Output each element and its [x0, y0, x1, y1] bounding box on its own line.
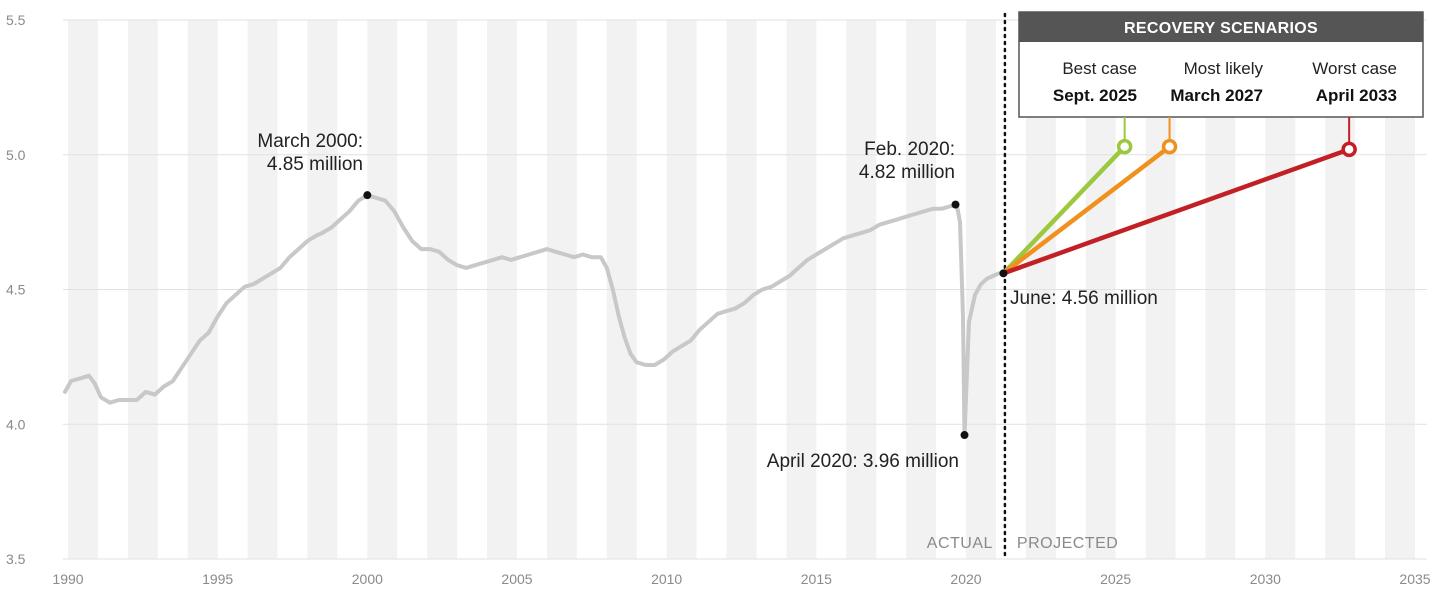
annotation-layer: March 2000:4.85 million Feb. 2020:4.82 mi…: [257, 131, 1158, 472]
actual-projected-divider: ACTUAL PROJECTED: [927, 12, 1118, 561]
scenarios-box-header: [1019, 12, 1423, 42]
projection-line: [1001, 147, 1352, 276]
actual-label: ACTUAL: [927, 535, 993, 552]
projection-layer: [1001, 138, 1357, 276]
projection-line: [1001, 144, 1127, 276]
annotation-point: [999, 269, 1008, 278]
scenario-label: Worst case: [1312, 59, 1397, 78]
x-tick-label: 1990: [52, 571, 83, 587]
series-layer: [63, 193, 1006, 437]
x-tick-label: 2005: [501, 571, 532, 587]
annotation-point: [960, 431, 969, 440]
series-line: [63, 193, 1006, 437]
y-tick-label: 5.0: [6, 147, 26, 163]
y-tick-label: 3.5: [6, 551, 26, 567]
x-tick-label: 2015: [801, 571, 832, 587]
recovery-scenarios-box: RECOVERY SCENARIOS Best case Sept. 2025 Mos…: [1018, 11, 1424, 144]
scenario-date: April 2033: [1316, 86, 1397, 105]
projection-endpoint: [1161, 138, 1178, 155]
scenario-label: Best case: [1062, 59, 1137, 78]
y-tick-label: 4.0: [6, 416, 26, 432]
scenario-date: Sept. 2025: [1053, 86, 1137, 105]
annotation-point: [363, 191, 372, 200]
annotation-text: Feb. 2020:: [864, 139, 955, 160]
projected-label: PROJECTED: [1017, 535, 1118, 552]
x-tick-label: 2030: [1250, 571, 1281, 587]
y-tick-label: 5.5: [6, 12, 26, 28]
y-tick-label: 4.5: [6, 282, 26, 298]
x-tick-label: 1995: [202, 571, 233, 587]
x-tick-label: 2025: [1100, 571, 1131, 587]
annotation-point: [951, 200, 960, 209]
annotation-text: 4.85 million: [267, 154, 363, 175]
projection-endpoint: [1116, 138, 1133, 155]
projection-line: [1001, 144, 1172, 276]
scenarios-title: RECOVERY SCENARIOS: [1124, 20, 1318, 37]
x-axis: 1990 1995 2000 2005 2010 2015 2020 2025 2030 2035: [52, 571, 1430, 587]
y-axis: 5.5 5.0 4.5 4.0 3.5: [6, 12, 26, 567]
x-tick-label: 2020: [950, 571, 981, 587]
annotation-text: March 2000:: [257, 131, 363, 152]
x-tick-label: 2010: [651, 571, 682, 587]
projection-endpoint: [1341, 141, 1357, 158]
x-tick-label: 2035: [1399, 571, 1430, 587]
annotation-text: June: 4.56 million: [1010, 288, 1158, 309]
scenario-date: March 2027: [1170, 86, 1263, 105]
annotation-text: 4.82 million: [859, 162, 955, 183]
annotation-text: April 2020: 3.96 million: [767, 451, 959, 472]
scenario-label: Most likely: [1184, 59, 1264, 78]
x-tick-label: 2000: [352, 571, 383, 587]
